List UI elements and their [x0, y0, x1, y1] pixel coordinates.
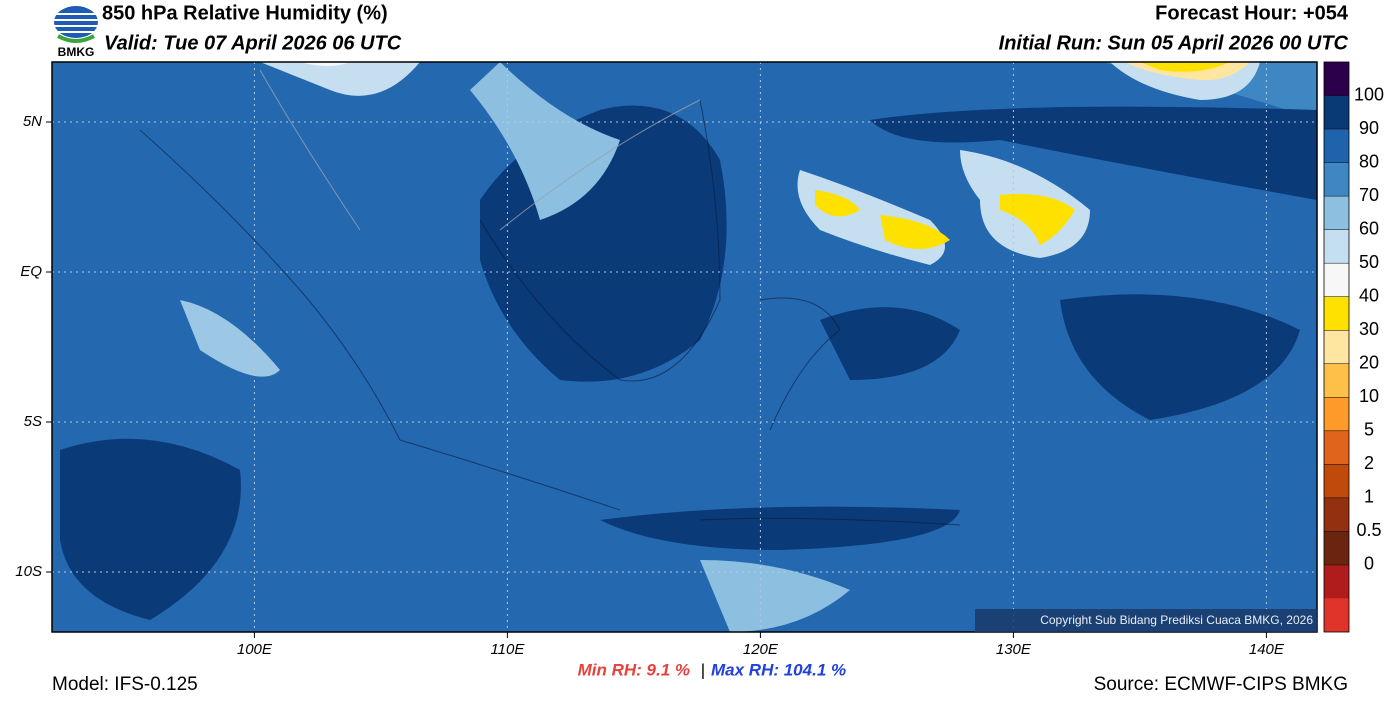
colorbar-label: 40 [1359, 285, 1379, 305]
colorbar-segment [1324, 430, 1349, 465]
max-rh: Max RH: 104.1 % [711, 660, 846, 679]
colorbar-label: 20 [1359, 353, 1379, 373]
colorbar-label: 90 [1359, 118, 1379, 138]
source: Source: ECMWF-CIPS BMKG [1094, 674, 1348, 695]
logo: BMKG [54, 6, 98, 59]
colorbar-frame [1323, 61, 1350, 633]
colorbar-label: 0 [1364, 554, 1374, 574]
colorbar-segment [1324, 95, 1349, 130]
colorbar-label: 30 [1359, 319, 1379, 339]
colorbar-label: 10 [1359, 386, 1379, 406]
humidity-field [52, 62, 1317, 632]
initial-run: Initial Run: Sun 05 April 2026 00 UTC [999, 32, 1349, 54]
colorbar-label: 1 [1364, 487, 1374, 507]
logo-text: BMKG [58, 45, 95, 59]
title: 850 hPa Relative Humidity (%) [102, 2, 388, 24]
colorbar-segment [1324, 497, 1349, 532]
x-tick-label: 100E [237, 641, 273, 658]
colorbar: 100 90 80 70 60 50 40 30 20 10 5 2 1 0.5 0 [1323, 61, 1384, 633]
colorbar-segment [1324, 263, 1349, 297]
map-frame [51, 61, 1318, 633]
colorbar-segment [1324, 296, 1349, 331]
colorbar-label: 0.5 [1356, 520, 1381, 540]
colorbar-segment [1324, 464, 1349, 498]
min-rh: Min RH: 9.1 % [578, 660, 690, 679]
grid [52, 62, 1317, 632]
x-tick-label: 110E [490, 641, 525, 658]
colorbar-segment [1324, 564, 1349, 599]
colorbar-label: 60 [1359, 218, 1379, 238]
x-tick-label: 120E [743, 641, 779, 658]
separator: | [701, 660, 705, 679]
colorbar-segment [1324, 330, 1349, 364]
model: Model: IFS-0.125 [52, 674, 198, 695]
colorbar-label: 2 [1364, 453, 1374, 473]
colorbar-segment [1324, 531, 1349, 565]
colorbar-segment [1324, 62, 1349, 96]
colorbar-segment [1324, 363, 1349, 398]
colorbar-segment [1324, 229, 1349, 264]
x-tick-label: 130E [996, 641, 1032, 658]
copyright: Copyright Sub Bidang Prediksi Cuaca BMKG… [1040, 613, 1313, 627]
x-tick-label: 140E [1249, 641, 1285, 658]
colorbar-segment [1324, 162, 1349, 197]
colorbar-label: 5 [1364, 420, 1374, 440]
colorbar-label: 70 [1359, 185, 1379, 205]
y-tick-label: 5S [24, 413, 42, 430]
copyright-box [975, 609, 1317, 632]
colorbar-segment [1324, 598, 1349, 632]
colorbar-segment [1324, 129, 1349, 163]
valid-time: Valid: Tue 07 April 2026 06 UTC [104, 32, 402, 54]
y-tick-label: EQ [20, 263, 42, 280]
y-tick-label: 5N [23, 113, 42, 130]
colorbar-segment [1324, 196, 1349, 230]
colorbar-label: 50 [1359, 252, 1379, 272]
colorbar-segment [1324, 397, 1349, 431]
y-tick-label: 10S [15, 563, 42, 580]
colorbar-label: 80 [1359, 151, 1379, 171]
axes: 100E 110E 120E 130E 140E 5N EQ 5S 10S [15, 113, 1285, 658]
colorbar-label: 100 [1354, 84, 1384, 104]
forecast-hour: Forecast Hour: +054 [1155, 2, 1349, 24]
